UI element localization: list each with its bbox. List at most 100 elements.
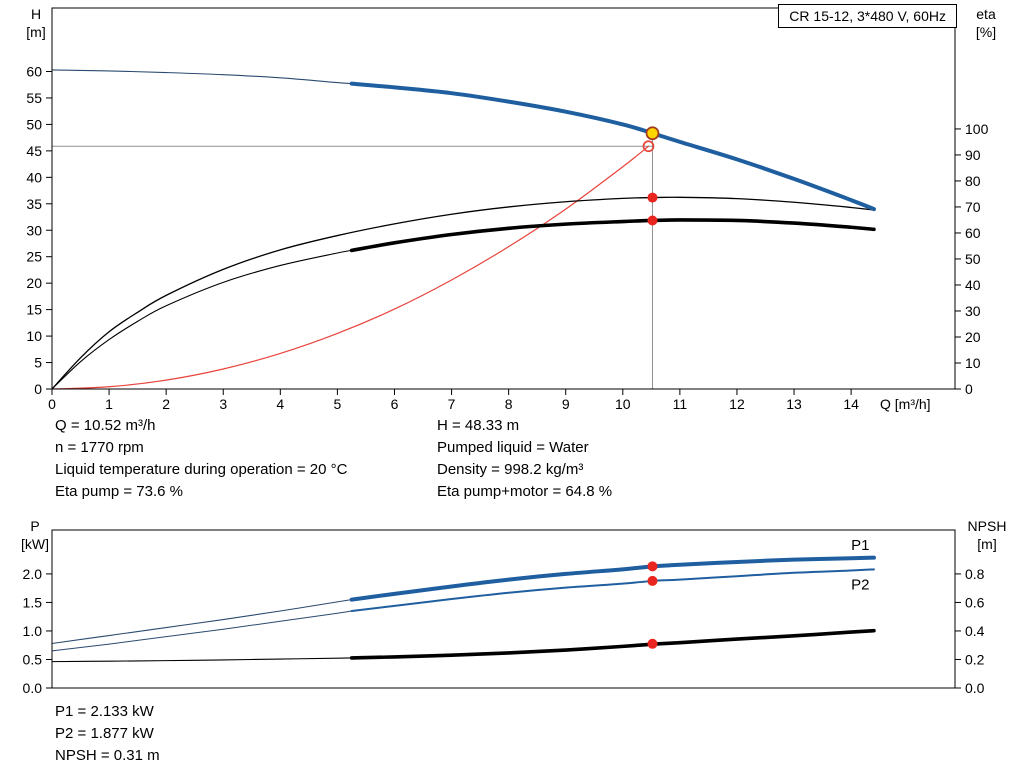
tick-label: 1 [105,396,113,412]
tick-label: 6 [391,396,399,412]
tick-label: 60 [965,225,981,241]
tick-label: 60 [26,64,42,80]
tick-label: 0.4 [965,623,985,639]
tick-label: 90 [965,147,981,163]
npsh-curve-thin [51,657,353,663]
tick-label: 5 [34,355,42,371]
tick-label: 3 [219,396,227,412]
tick-label: 7 [448,396,456,412]
npsh-axis-unit: [m] [977,536,997,552]
tick-label: 4 [276,396,284,412]
q-axis-title: Q [m³/h] [880,396,931,412]
p1-point [647,561,658,572]
eta-pump-curve [51,196,875,390]
tick-label: 1.0 [23,623,43,639]
tick-label: 0 [34,381,42,397]
tick-label: 35 [26,196,42,212]
tick-label: 50 [965,251,981,267]
p-axis-title: P [30,518,40,534]
p2-curve-thin [51,610,353,652]
npsh-axis-title: NPSH [967,518,1007,534]
top-right-axis-title: eta [%] [964,5,1008,41]
tick-label: 0 [965,381,973,397]
p1-curve-thin [51,599,353,645]
tick-label: 10 [965,355,981,371]
tick-label: 50 [26,116,42,132]
tick-label: 20 [965,329,981,345]
bottom-right-axis-title: NPSH [m] [956,517,1018,553]
npsh-curve [349,628,876,660]
bottom-left-axis-title: P [kW] [13,517,57,553]
npsh-point [647,638,658,649]
info-eta-pump-motor: Eta pump+motor = 64.8 % [437,483,613,500]
pump-curve-thin [51,69,353,85]
plot-frame [51,529,956,689]
tick-label: 1.5 [23,594,43,610]
eta-pump-motor-point [647,215,658,226]
tick-label: 30 [965,303,981,319]
tick-label: 14 [843,396,859,412]
tick-label: 11 [673,396,688,412]
tick-label: 9 [562,396,570,412]
tick-label: 45 [26,143,42,159]
tick-label: 10 [26,328,42,344]
affinity-parabola [51,145,650,390]
tick-label: 2 [162,396,170,412]
p2-point [647,575,658,586]
tick-label: 13 [786,396,802,412]
tick-label: 2.0 [23,566,43,582]
tick-label: 70 [965,199,981,215]
tick-label: 0.2 [965,651,985,667]
eta-axis-title: eta [976,6,996,22]
tick-label: 5 [333,396,341,412]
tick-label: 30 [26,222,42,238]
p2-label: P2 [851,576,869,593]
p-axis-unit: [kW] [21,536,49,552]
tick-label: 100 [965,121,989,137]
tick-label: 0.0 [965,680,985,696]
pump-curve [349,81,876,212]
info-head: H = 48.33 m [437,417,520,434]
info-p1: P1 = 2.133 kW [55,703,154,720]
tick-label: 0.0 [23,680,43,696]
plot-frame [51,7,956,390]
eta-pump-motor-curve-thin [51,249,353,390]
h-axis-unit: [m] [26,24,46,40]
p2-curve [350,568,875,612]
info-eta-pump: Eta pump = 73.6 % [55,483,183,500]
duty-point [645,126,660,141]
tick-label: 15 [26,302,42,318]
info-pumped-liquid: Pumped liquid = Water [437,439,589,456]
tick-label: 25 [26,249,42,265]
info-liquid-temperature: Liquid temperature during operation = 20… [55,461,348,478]
tick-label: 40 [26,169,42,185]
duty-info-left: Q = 10.52 m³/h n = 1770 rpm Liquid tempe… [55,415,347,503]
info-speed: n = 1770 rpm [55,439,144,456]
tick-label: 0 [48,396,56,412]
tick-label: 80 [965,173,981,189]
tick-label: 10 [615,396,631,412]
h-axis-title: H [30,6,42,22]
tick-label: 0.8 [965,566,985,582]
tick-label: 20 [26,275,42,291]
info-p2: P2 = 1.877 kW [55,725,154,742]
power-info: P1 = 2.133 kW P2 = 1.877 kW NPSH = 0.31 … [55,701,160,767]
info-npsh: NPSH = 0.31 m [55,747,160,764]
p1-curve [349,555,876,602]
target-duty-point [642,140,655,153]
top-left-axis-title: H [m] [18,5,54,41]
p1-label: P1 [851,537,869,554]
eta-axis-unit: [%] [975,24,997,40]
eta-pump-point [647,192,658,203]
info-flow: Q = 10.52 m³/h [55,417,156,434]
tick-label: 55 [26,90,42,106]
tick-label: 8 [505,396,513,412]
tick-label: 0.5 [23,651,43,667]
duty-info-right: H = 48.33 m Pumped liquid = Water Densit… [437,415,612,503]
tick-label: 12 [729,396,745,412]
eta-pump-motor-curve [349,218,876,253]
tick-label: 40 [965,277,981,293]
tick-label: 0.6 [965,594,985,610]
info-density: Density = 998.2 kg/m³ [437,461,584,478]
